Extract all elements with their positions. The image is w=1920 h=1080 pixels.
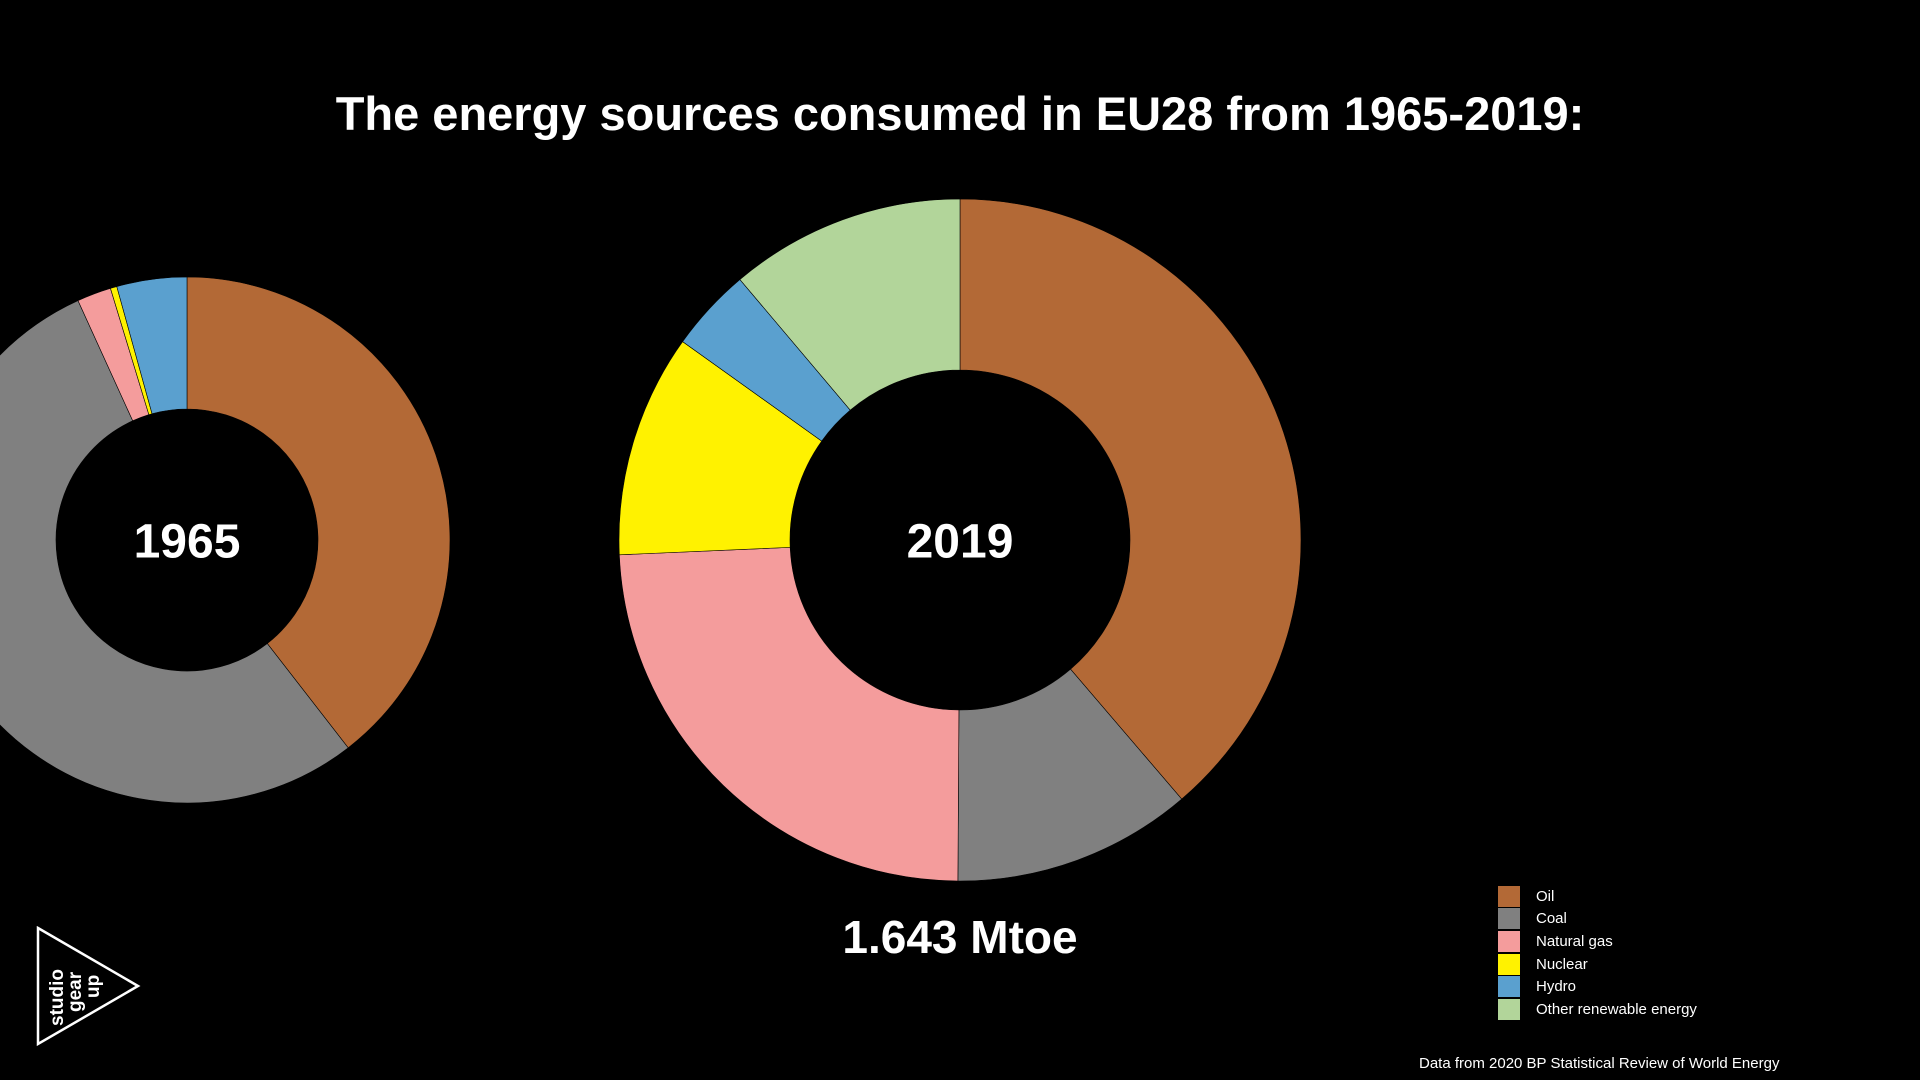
legend-label-coal: Coal [1536,910,1567,928]
slice-2019-oil [959,198,1302,800]
slice-1965-oil [186,276,451,749]
center-label-1965: 1965 [134,515,241,568]
slice-2019-natural-gas [619,547,960,882]
legend-item-coal: Coal [1498,908,1697,931]
slice-1965-coal [0,300,349,804]
legend-swatch-nuclear [1498,953,1520,975]
legend-swatch-other-renewable [1498,998,1520,1020]
legend-label-natural-gas: Natural gas [1536,932,1613,950]
logo-line-gear: gear [65,971,86,1012]
legend-label-other-renewable: Other renewable energy [1536,1000,1697,1018]
logo-line-studio: studio [47,969,68,1026]
logo-triangle [36,926,141,1047]
legend-item-hydro: Hydro [1498,975,1697,998]
legend-label-oil: Oil [1536,887,1555,905]
legend-label-nuclear: Nuclear [1536,955,1588,973]
slice-1965-hydro [116,276,188,415]
chart-title: The energy sources consumed in EU28 from… [335,87,1585,140]
legend-item-nuclear: Nuclear [1498,953,1697,976]
legend-swatch-hydro [1498,976,1520,998]
donut-chart-2019: 2019 [618,198,1302,882]
donut-chart-1965: 1965 [0,276,451,804]
center-label-2019: 2019 [907,515,1014,568]
total-label-2019: 1.643 Mtoe [842,911,1078,963]
logo-line-up: up [83,975,104,998]
legend-item-oil: Oil [1498,885,1697,908]
source-note: Data from 2020 BP Statistical Review of … [1419,1055,1780,1072]
legend-swatch-coal [1498,908,1520,930]
legend-item-natural-gas: Natural gas [1498,930,1697,953]
slice-2019-other-renewable-energy [739,198,961,411]
legend-label-hydro: Hydro [1536,978,1577,996]
legend-swatch-oil [1498,885,1520,907]
studio-gear-up-logo: studio gear up [36,926,141,1047]
legend-item-other-renewable: Other renewable energy [1498,998,1697,1021]
legend: Oil Coal Natural gas Nuclear Hydro Other… [1498,885,1697,1021]
logo-wordmark: studio gear up [47,969,104,1026]
legend-swatch-natural-gas [1498,930,1520,952]
